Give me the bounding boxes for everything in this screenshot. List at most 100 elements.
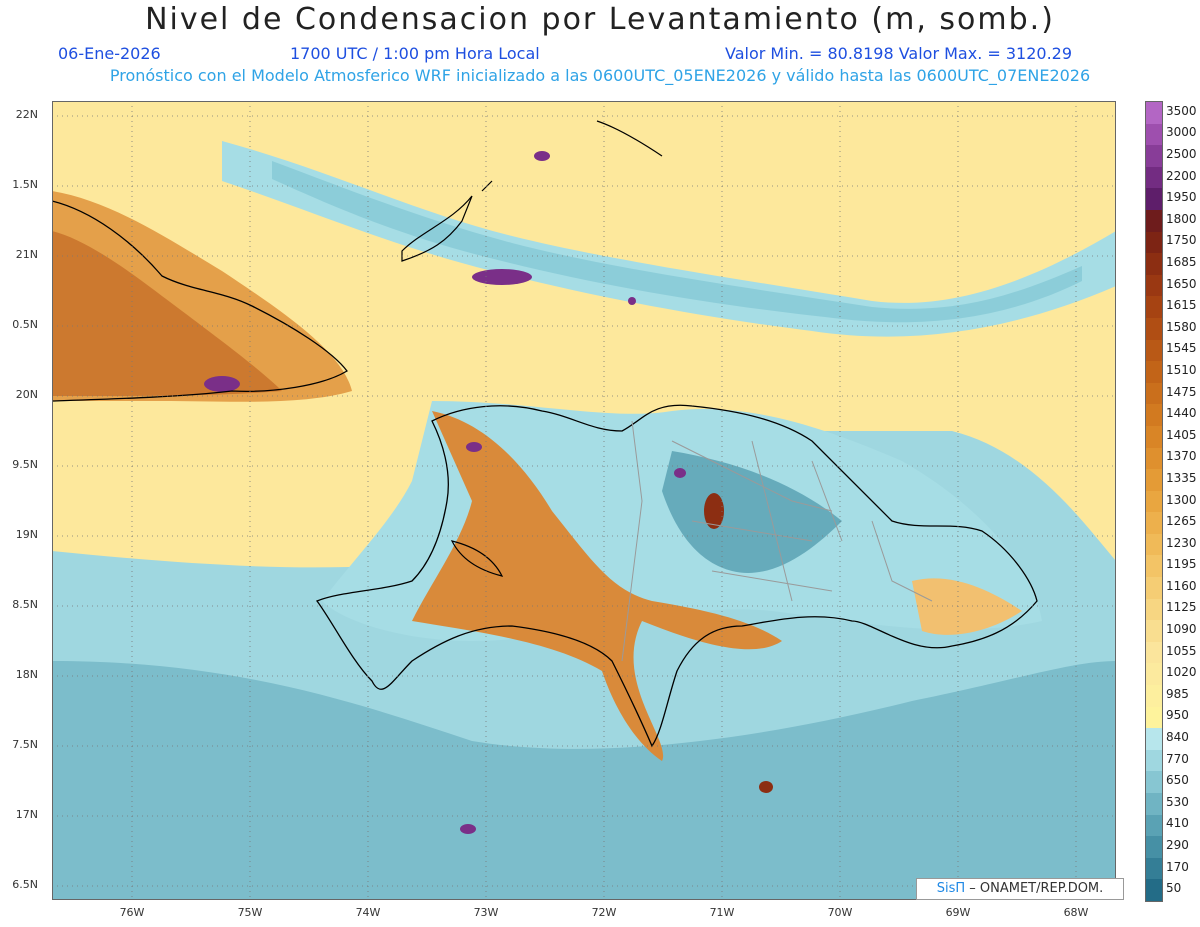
credit-text: – ONAMET/REP.DOM. [969,881,1104,896]
lon-tick: 70W [827,906,853,919]
colorbar-swatch [1146,123,1162,146]
colorbar-swatch [1146,555,1162,578]
colorbar-swatch [1146,749,1162,772]
cyan-band-upper [222,141,1116,337]
credit-box: SisΠ – ONAMET/REP.DOM. [916,878,1124,900]
colorbar-swatch [1146,209,1162,233]
lat-tick: 17N [15,808,38,821]
colorbar-label: 1230 [1166,535,1197,550]
cuba-dark-field [52,231,282,396]
lat-tick: 6.5N [12,878,38,891]
colorbar-label: 1335 [1166,470,1197,485]
colorbar-label: 1440 [1166,406,1197,421]
colorbar-label: 1750 [1166,233,1197,248]
peak-dr-2 [704,493,724,529]
colorbar-swatch [1146,317,1162,341]
colorbar-label: 840 [1166,730,1189,745]
colorbar-swatch [1146,533,1162,556]
colorbar-swatch [1146,166,1162,189]
lon-tick: 75W [237,906,263,919]
lon-tick: 71W [709,906,735,919]
colorbar-label: 1160 [1166,578,1197,593]
colorbar-swatch [1146,102,1162,125]
colorbar-swatch [1146,814,1162,837]
colorbar-label: 50 [1166,881,1182,896]
colorbar-swatch [1146,577,1162,600]
province-borders [621,420,933,662]
dr-teal-core [662,451,842,573]
colorbar-label: 2500 [1166,146,1197,161]
colorbar [1145,101,1163,902]
colorbar-swatch [1146,361,1162,384]
colorbar-label: 410 [1166,816,1189,831]
colorbar-swatch [1146,512,1162,535]
lon-tick: 73W [473,906,499,919]
colorbar-swatch [1146,685,1162,708]
colorbar-label: 1800 [1166,211,1197,226]
colorbar-label: 1300 [1166,492,1197,507]
colorbar-label: 1650 [1166,276,1197,291]
lat-tick: 20N [15,388,38,401]
colorbar-swatch [1146,836,1162,859]
colorbar-swatch [1146,728,1162,751]
colorbar-label: 3500 [1166,103,1197,118]
colorbar-swatch [1146,771,1162,794]
colorbar-label: 1405 [1166,427,1197,442]
colorbar-label: 1125 [1166,600,1197,615]
colorbar-label: 3000 [1166,125,1197,140]
colorbar-label: 950 [1166,708,1189,723]
peak-cuba [204,376,240,392]
colorbar-label: 1580 [1166,319,1197,334]
forecast-time: 1700 UTC / 1:00 pm Hora Local [290,44,540,63]
lon-tick: 72W [591,906,617,919]
lon-tick: 68W [1063,906,1089,919]
hispaniola-coastline [315,404,1038,748]
colorbar-swatch [1146,469,1162,492]
peak-north-1 [534,151,550,161]
lon-tick: 76W [119,906,145,919]
colorbar-label: 290 [1166,838,1189,852]
forecast-info: Pronóstico con el Modelo Atmosferico WRF… [109,66,1091,85]
credit-brand: SisΠ [936,881,966,896]
colorbar-swatch [1146,706,1162,729]
colorbar-label: 1020 [1166,665,1197,680]
cyan-band-core [272,161,1082,323]
map-title: Nivel de Condensacion por Levantamiento … [145,2,1055,37]
colorbar-swatch [1146,857,1162,880]
colorbar-label: 650 [1166,773,1189,788]
colorbar-label: 1265 [1166,514,1197,529]
colorbar-swatch [1146,404,1162,427]
colorbar-label: 1055 [1166,643,1197,658]
forecast-date: 06-Ene-2026 [58,44,161,63]
east-orange-patch [912,578,1022,635]
cuba-coastline [52,200,348,402]
colorbar-label: 1510 [1166,362,1197,377]
lat-tick: 19N [15,528,38,541]
colorbar-swatch [1146,598,1162,621]
gonave-coastline [450,540,504,577]
colorbar-swatch [1146,425,1162,448]
colorbar-swatch [1146,188,1162,211]
colorbar-label: 530 [1166,794,1189,809]
colorbar-swatch [1146,663,1162,686]
colorbar-swatch [1146,296,1162,319]
value-range: Valor Min. = 80.8198 Valor Max. = 3120.2… [725,44,1073,63]
colorbar-label: 1685 [1166,254,1197,269]
colorbar-swatch [1146,793,1162,816]
peak-south-1 [460,824,476,834]
colorbar-swatch [1146,879,1162,902]
colorbar-label: 2200 [1166,168,1197,183]
peak-south-2 [759,781,773,793]
lon-tick: 69W [945,906,971,919]
graticule [52,101,1116,900]
colorbar-label: 170 [1166,859,1189,874]
colorbar-label: 1090 [1166,622,1197,637]
haiti-orange-field [412,411,782,761]
lat-tick: 22N [15,108,38,121]
colorbar-label: 1615 [1166,298,1197,313]
colorbar-swatch [1146,382,1162,405]
southern-sea-teal [52,661,1116,900]
peak-north-2 [472,269,532,285]
colorbar-label: 1370 [1166,449,1197,464]
colorbar-label: 1195 [1166,557,1197,572]
